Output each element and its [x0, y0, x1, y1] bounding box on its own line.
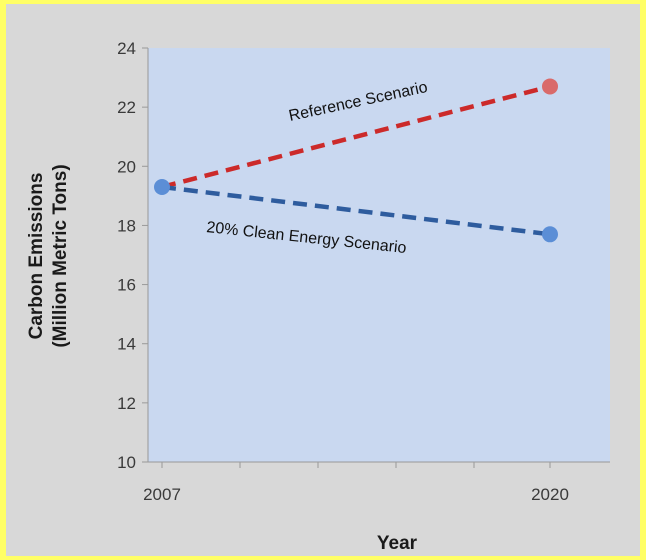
y-tick-label-16: 16 — [117, 276, 136, 295]
y-tick-label-10: 10 — [117, 453, 136, 472]
y-tick-label-24: 24 — [117, 39, 136, 58]
y-tick-label-22: 22 — [117, 98, 136, 117]
plot-area — [148, 48, 610, 462]
series-line-0 — [161, 84, 551, 190]
y-tick-label-18: 18 — [117, 216, 136, 235]
y-axis-title-line2: (Million Metric Tons) — [50, 164, 71, 347]
x-tick-label-2007: 2007 — [143, 485, 181, 504]
y-tick-label-12: 12 — [117, 394, 136, 413]
x-tick-label-2020: 2020 — [531, 485, 569, 504]
y-axis-title-line1: Carbon Emissions — [26, 173, 47, 340]
data-point-0-1 — [542, 78, 558, 95]
y-tick-label-20: 20 — [117, 157, 136, 176]
data-point-0-0 — [154, 178, 170, 195]
x-axis: 2007 2020 — [143, 461, 610, 504]
y-tick-label-14: 14 — [117, 335, 136, 354]
y-axis: 10 12 14 16 18 20 22 24 — [117, 39, 149, 472]
series-0 — [161, 84, 551, 190]
x-axis-title: Year — [377, 533, 418, 554]
data-point-1-1 — [542, 226, 558, 243]
